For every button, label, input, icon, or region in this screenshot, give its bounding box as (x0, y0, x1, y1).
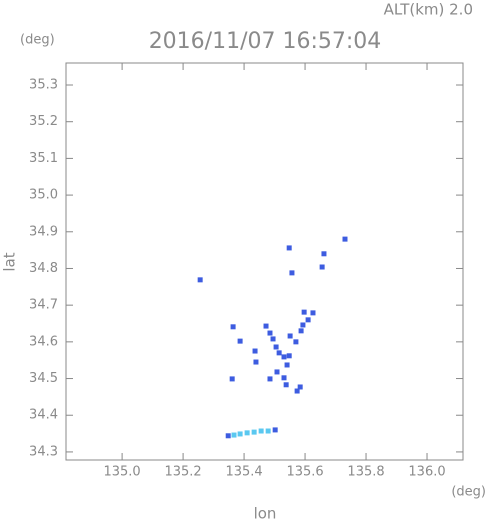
echo-point (310, 310, 316, 316)
echo-point (244, 430, 250, 436)
echo-point (225, 433, 231, 439)
altitude-label: ALT(km) 2.0 (384, 1, 473, 19)
echo-point (229, 376, 235, 382)
x-tick-label: 135.4 (225, 465, 262, 480)
echo-point (321, 251, 327, 257)
echo-point (297, 384, 303, 390)
echo-point (265, 428, 271, 434)
echo-point (305, 317, 311, 323)
y-tick-label: 34.4 (29, 408, 58, 423)
echo-point (197, 277, 203, 283)
echo-point (270, 336, 276, 342)
y-axis-label: lat (1, 252, 19, 271)
echo-point (281, 375, 287, 381)
echo-point (267, 330, 273, 336)
x-tick-label: 136.0 (408, 465, 445, 480)
y-tick-label: 34.7 (29, 298, 58, 313)
echo-point (267, 376, 273, 382)
echo-point (319, 264, 325, 270)
echo-point (286, 245, 292, 251)
echo-point (258, 428, 264, 434)
echo-point (300, 322, 306, 328)
echo-point (287, 333, 293, 339)
echo-point (272, 427, 278, 433)
x-tick-label: 135.8 (347, 465, 384, 480)
echo-point (237, 338, 243, 344)
x-tick-label: 135.0 (103, 465, 140, 480)
x-unit: (deg) (451, 485, 486, 500)
echo-point (294, 388, 300, 394)
y-tick-label: 34.9 (29, 224, 58, 239)
plot-frame (65, 62, 464, 461)
y-tick-label: 35.2 (29, 114, 58, 129)
echo-point (293, 339, 299, 345)
y-tick-label: 34.8 (29, 261, 58, 276)
echo-point (284, 362, 290, 368)
echo-point (253, 359, 259, 365)
echo-point (273, 344, 279, 350)
y-tick-label: 35.3 (29, 78, 58, 93)
echo-point (263, 323, 269, 329)
echo-point (251, 429, 257, 435)
echo-point (274, 369, 280, 375)
y-unit: (deg) (20, 33, 55, 48)
y-tick-label: 34.6 (29, 334, 58, 349)
echo-point (298, 328, 304, 334)
echo-point (342, 236, 348, 242)
y-tick-label: 35.0 (29, 188, 58, 203)
y-tick-label: 35.1 (29, 151, 58, 166)
echo-point (230, 324, 236, 330)
y-tick-label: 34.5 (29, 371, 58, 386)
echo-point (252, 348, 258, 354)
echo-point (231, 432, 237, 438)
echo-point (281, 354, 287, 360)
echo-point (301, 309, 307, 315)
y-tick-label: 34.3 (29, 444, 58, 459)
echo-point (237, 431, 243, 437)
echo-point (283, 382, 289, 388)
echo-point (289, 270, 295, 276)
x-axis-label: lon (254, 505, 277, 521)
chart-title: 2016/11/07 16:57:04 (149, 29, 382, 54)
x-tick-label: 135.2 (164, 465, 201, 480)
echo-point (286, 353, 292, 359)
echo-point (276, 350, 282, 356)
x-tick-label: 135.6 (286, 465, 323, 480)
